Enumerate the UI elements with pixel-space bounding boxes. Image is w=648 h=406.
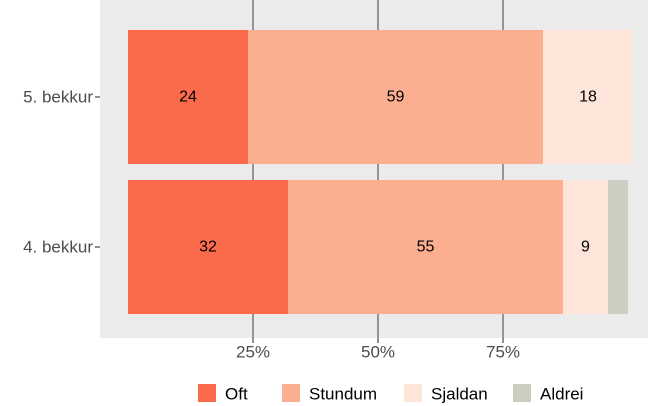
bar-labels: 24 59 18 32 55 9: [179, 89, 597, 256]
legend-label-aldrei: Aldrei: [540, 385, 583, 404]
legend-label-stundum: Stundum: [309, 385, 377, 404]
bar-oft-5-bekkur: [128, 30, 248, 164]
data-label-stundum-5-bekkur: 59: [387, 89, 405, 106]
y-axis: 5. bekkur 4. bekkur: [23, 88, 100, 257]
legend-key-stundum: [282, 384, 300, 402]
data-label-oft-5-bekkur: 24: [179, 89, 197, 106]
data-label-oft-4-bekkur: 32: [199, 239, 217, 256]
legend-label-sjaldan: Sjaldan: [431, 385, 488, 404]
x-tick-label-25pct: 25%: [236, 343, 270, 362]
bar-oft-4-bekkur: [128, 180, 288, 314]
bars: [128, 30, 633, 314]
y-tick-label-5-bekkur: 5. bekkur: [23, 88, 93, 107]
legend: Oft Stundum Sjaldan Aldrei: [198, 384, 583, 404]
x-tick-label-50pct: 50%: [361, 343, 395, 362]
bar-sjaldan-4-bekkur: [563, 180, 608, 314]
x-tick-label-75pct: 75%: [486, 343, 520, 362]
legend-label-oft: Oft: [225, 385, 248, 404]
legend-key-sjaldan: [404, 384, 422, 402]
legend-key-aldrei: [513, 384, 531, 402]
y-tick-label-4-bekkur: 4. bekkur: [23, 238, 93, 257]
bar-aldrei-4-bekkur: [608, 180, 628, 314]
data-label-sjaldan-4-bekkur: 9: [581, 239, 590, 256]
bar-sjaldan-5-bekkur: [543, 30, 633, 164]
bar-stundum-4-bekkur: [288, 180, 563, 314]
data-label-stundum-4-bekkur: 55: [417, 239, 435, 256]
legend-key-oft: [198, 384, 216, 402]
bar-stundum-5-bekkur: [248, 30, 543, 164]
x-axis: 25% 50% 75%: [236, 338, 520, 362]
data-label-sjaldan-5-bekkur: 18: [579, 89, 597, 106]
